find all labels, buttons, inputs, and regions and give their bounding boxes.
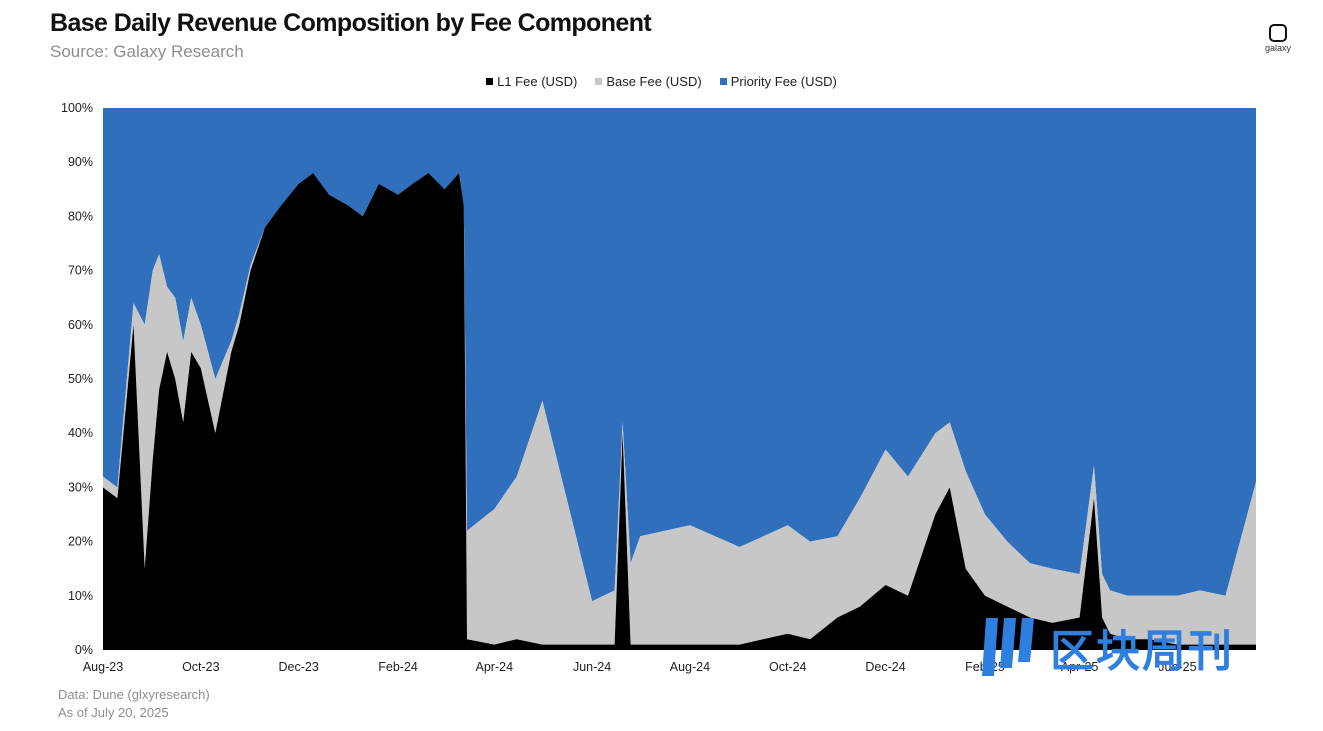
- y-tick-label: 10%: [68, 589, 93, 603]
- y-tick-label: 50%: [68, 372, 93, 386]
- legend-label-l1: L1 Fee (USD): [497, 74, 578, 89]
- legend-label-base: Base Fee (USD): [606, 74, 702, 89]
- x-tick-label: Oct-23: [182, 660, 220, 674]
- galaxy-logo-text: galaxy: [1264, 43, 1291, 53]
- galaxy-logo-icon: [1269, 24, 1287, 42]
- x-tick-label: Jun-25: [1158, 660, 1196, 674]
- x-tick-label: Oct-24: [769, 660, 807, 674]
- y-tick-label: 60%: [68, 318, 93, 332]
- series-area-base-fee: [103, 173, 1256, 645]
- series-area-priority-fee: [103, 108, 1256, 602]
- y-tick-label: 90%: [68, 155, 93, 169]
- x-tick-label: Apr-24: [476, 660, 514, 674]
- y-tick-label: 70%: [68, 264, 93, 278]
- x-tick-label: Aug-23: [83, 660, 123, 674]
- legend-swatch-priority: [719, 78, 727, 85]
- chart-footer: Data: Dune (glxyresearch) As of July 20,…: [58, 686, 210, 722]
- y-tick-label: 0%: [75, 643, 93, 657]
- y-tick-label: 30%: [68, 480, 93, 494]
- legend-item-base: Base Fee (USD): [595, 74, 702, 89]
- watermark-text: 区块周刊: [1050, 626, 1234, 677]
- legend-label-priority: Priority Fee (USD): [730, 74, 837, 89]
- x-tick-label: Apr-25: [1061, 660, 1099, 674]
- watermark-logo-icon: [982, 618, 1034, 676]
- legend-item-l1: L1 Fee (USD): [486, 74, 577, 89]
- x-tick-label: Aug-24: [670, 660, 710, 674]
- footer-data-source: Data: Dune (glxyresearch): [58, 687, 210, 702]
- x-tick-label: Dec-24: [865, 660, 905, 674]
- chart-title: Base Daily Revenue Composition by Fee Co…: [50, 9, 652, 37]
- series-area-l1-fee: [103, 173, 1256, 650]
- legend-swatch-l1: [486, 78, 494, 85]
- y-tick-label: 100%: [61, 101, 93, 115]
- y-tick-label: 40%: [68, 426, 93, 440]
- galaxy-logo: galaxy: [1262, 24, 1294, 53]
- x-tick-label: Feb-24: [378, 660, 418, 674]
- legend-item-priority: Priority Fee (USD): [719, 74, 837, 89]
- chart-legend: L1 Fee (USD) Base Fee (USD) Priority Fee…: [0, 74, 1323, 89]
- x-tick-label: Jun-24: [573, 660, 611, 674]
- y-tick-label: 80%: [68, 209, 93, 223]
- y-tick-label: 20%: [68, 535, 93, 549]
- chart-subtitle: Source: Galaxy Research: [50, 42, 244, 61]
- legend-swatch-base: [595, 78, 603, 85]
- footer-as-of-date: As of July 20, 2025: [58, 705, 169, 720]
- x-tick-label: Dec-23: [278, 660, 318, 674]
- watermark: 区块周刊: [982, 612, 1300, 682]
